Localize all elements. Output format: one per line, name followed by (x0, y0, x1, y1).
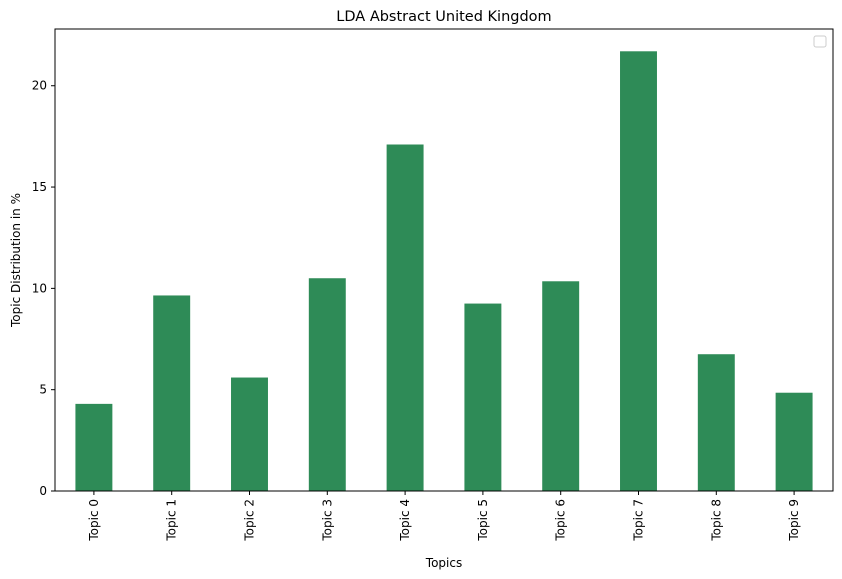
bar-topic-9 (775, 392, 813, 491)
bar-topic-1 (153, 295, 191, 491)
x-tick-label: Topic 0 (87, 499, 101, 542)
x-axis-label: Topics (425, 556, 462, 570)
chart-title: LDA Abstract United Kingdom (336, 9, 551, 25)
bar-topic-3 (308, 278, 346, 491)
x-tick-label: Topic 2 (243, 499, 257, 542)
y-axis-label: Topic Distribution in % (9, 193, 23, 328)
y-tick-label: 20 (32, 79, 47, 93)
x-tick-label: Topic 3 (320, 499, 334, 542)
bar-topic-4 (386, 144, 424, 491)
bar-topic-7 (620, 51, 657, 491)
y-tick-label: 10 (32, 281, 47, 295)
x-tick-label: Topic 9 (787, 499, 801, 542)
x-tick-label: Topic 4 (398, 499, 412, 542)
x-tick-label: Topic 7 (632, 499, 646, 542)
y-tick-label: 15 (32, 180, 47, 194)
bar-topic-2 (231, 377, 268, 491)
legend-box (813, 35, 827, 48)
bar-topic-5 (464, 303, 502, 491)
x-axis: Topic 0 Topic 1 Topic 2 Topic 3 Topic 4 Topic… (87, 491, 801, 542)
x-tick-label: Topic 1 (165, 499, 179, 542)
x-tick-label: Topic 8 (709, 499, 723, 542)
x-tick-label: Topic 6 (554, 499, 568, 542)
bar-topic-0 (75, 403, 113, 491)
x-tick-label: Topic 5 (476, 499, 490, 542)
bars-group (75, 51, 813, 491)
bar-topic-8 (697, 354, 735, 491)
bar-topic-6 (542, 281, 580, 491)
plot-frame (54, 28, 834, 492)
y-axis: 0 5 10 15 20 (32, 79, 55, 498)
y-tick-label: 5 (39, 383, 47, 397)
y-tick-label: 0 (39, 484, 47, 498)
